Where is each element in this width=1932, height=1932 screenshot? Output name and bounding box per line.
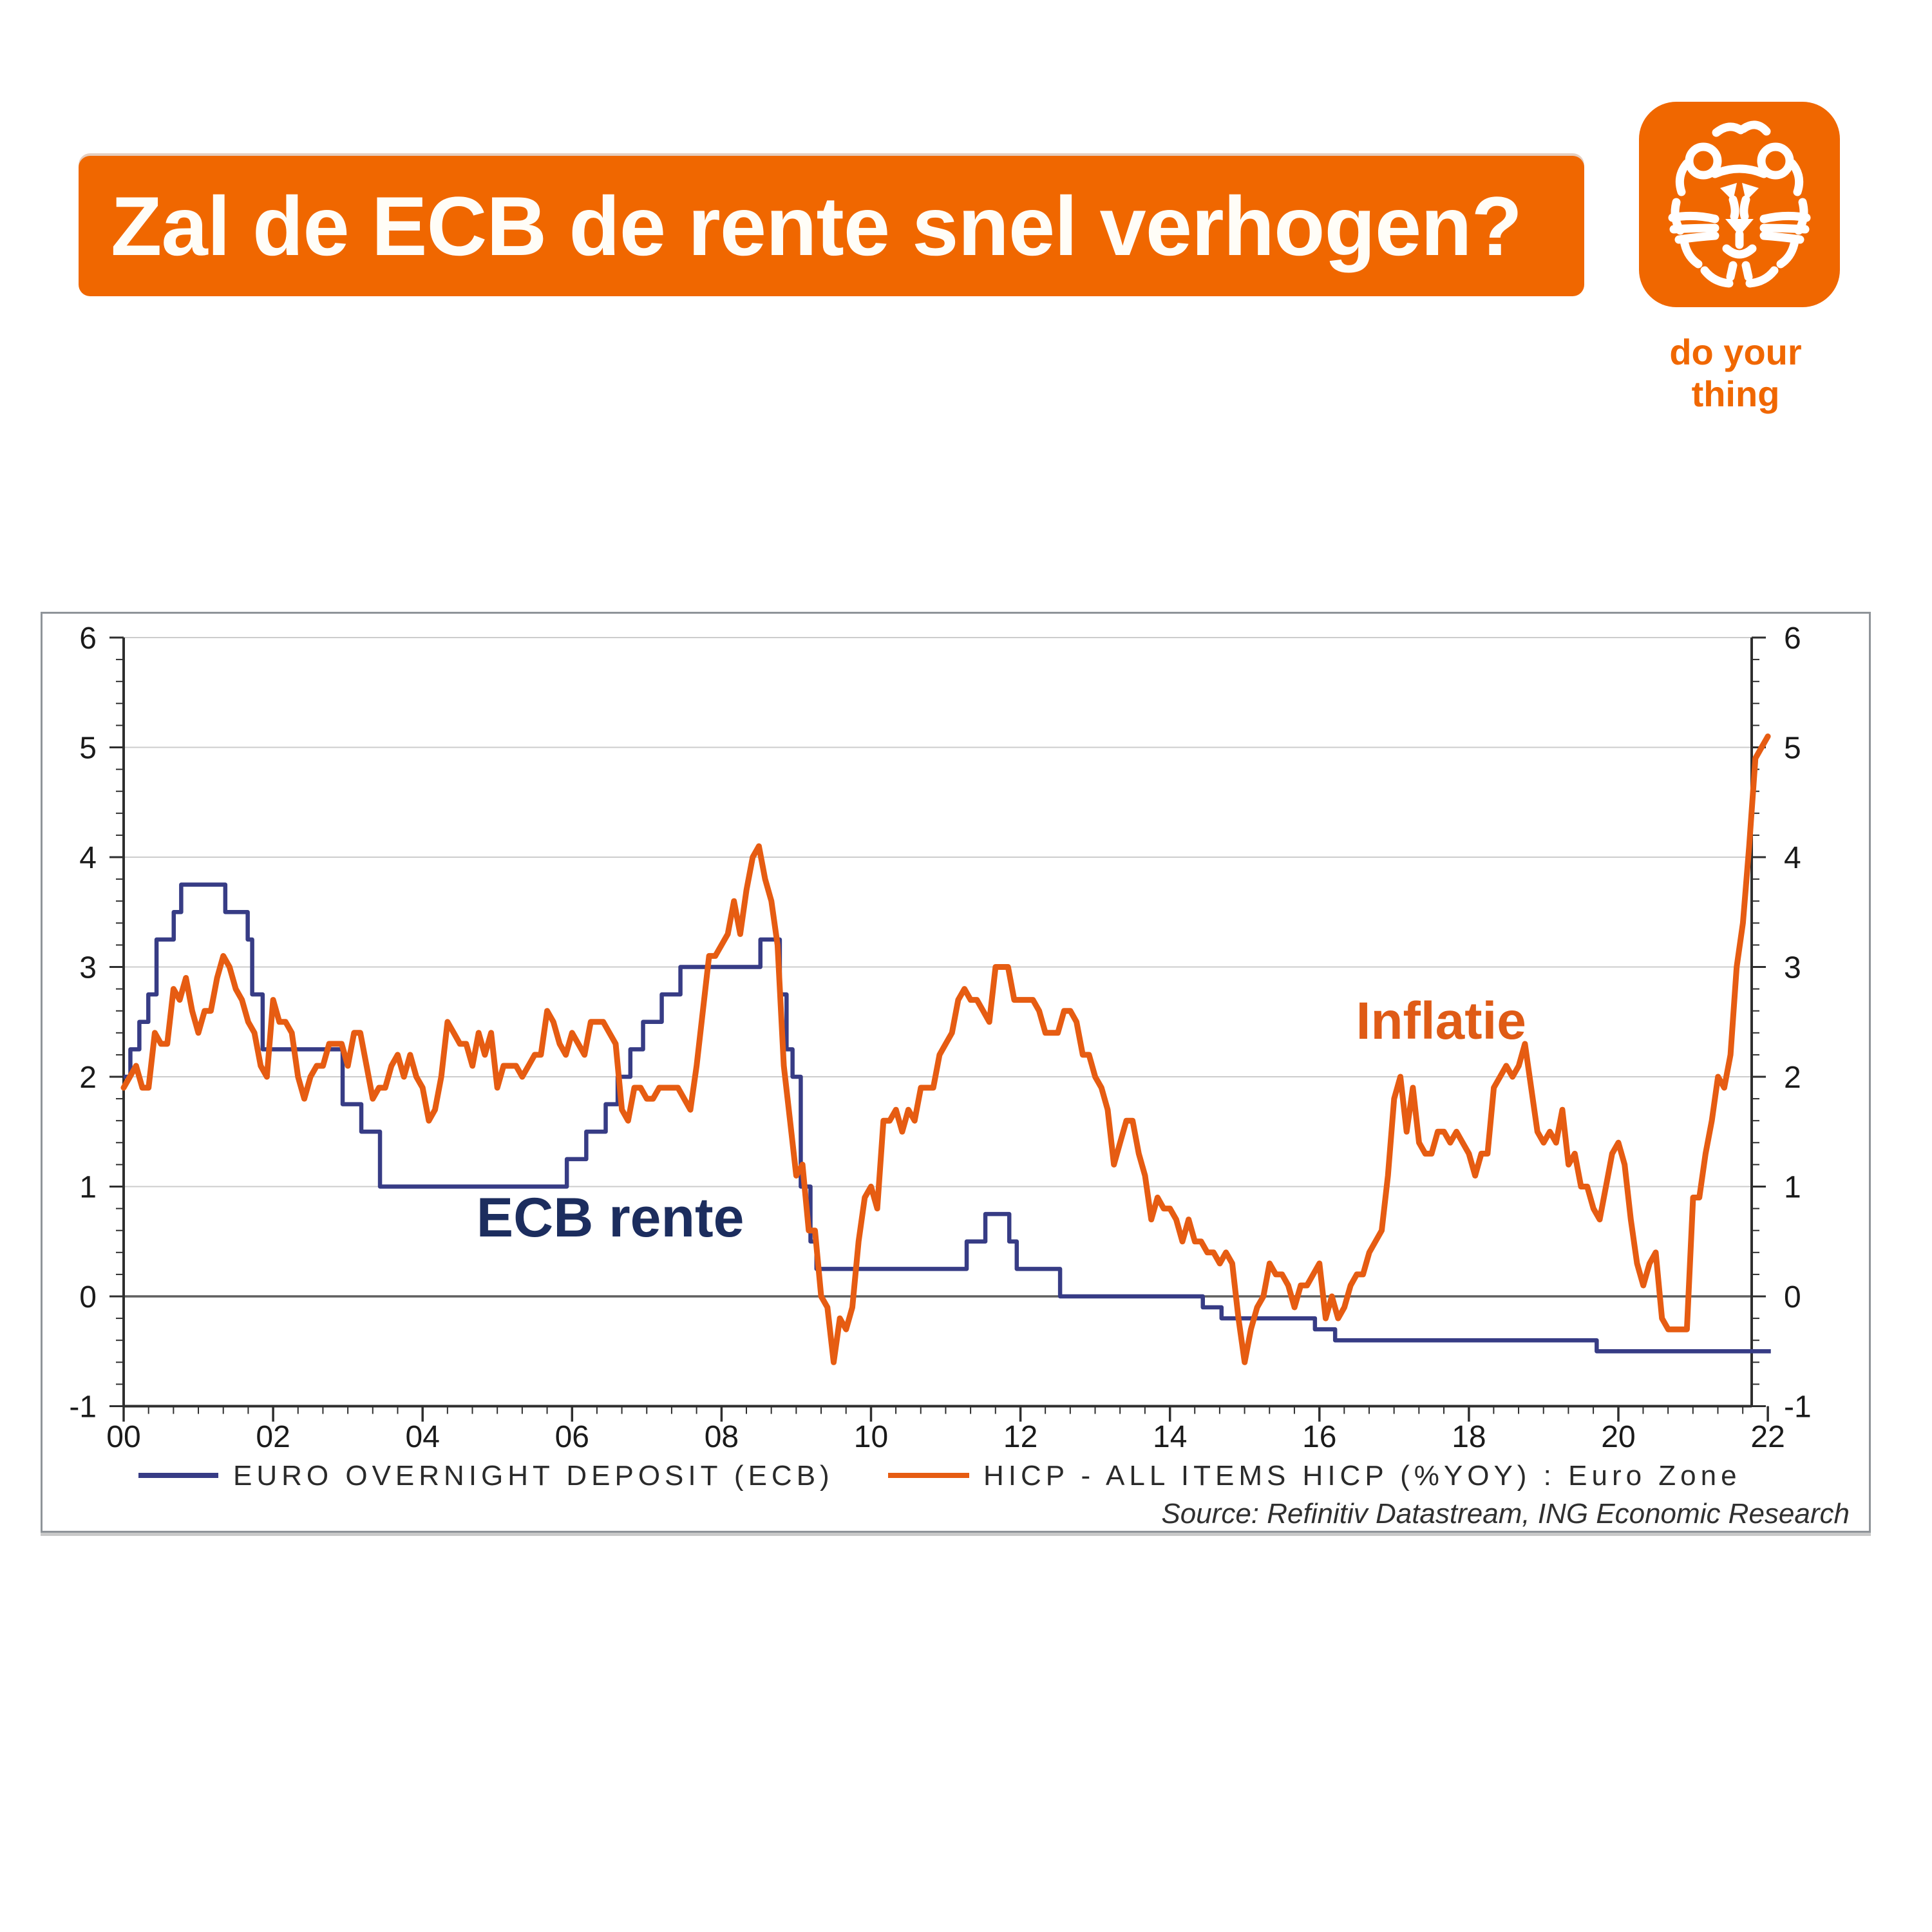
y-axis-label-left: 1	[79, 1171, 97, 1205]
chart-card: -1 -1 0 0 1 1 2 2 3 3 4 4 5 5 6 6 00 02 04 06 08 10 12 14 16 18 20…	[41, 612, 1871, 1533]
y-axis-label-right: 0	[1784, 1280, 1801, 1314]
x-axis-label: 04	[406, 1420, 440, 1454]
x-axis-label: 08	[705, 1420, 739, 1454]
annotation-ecb-rente: ECB rente	[477, 1187, 744, 1249]
y-axis-label-right: 2	[1784, 1061, 1801, 1095]
ing-tagline: do your thing	[1669, 332, 1802, 414]
y-axis-label-right: 1	[1784, 1171, 1801, 1205]
ing-lion-logo	[1639, 102, 1840, 307]
y-axis-label-right: 4	[1784, 841, 1801, 875]
x-axis-label: 22	[1750, 1420, 1785, 1454]
y-axis-label-right: 3	[1784, 951, 1801, 985]
x-axis-label: 20	[1601, 1420, 1635, 1454]
annotation-inflatie: Inflatie	[1356, 992, 1526, 1050]
legend-label-hicp: HICP - ALL ITEMS HICP (%YOY) : Euro Zone	[983, 1460, 1741, 1492]
x-axis-label: 00	[106, 1420, 140, 1454]
y-axis-label-left: 2	[79, 1061, 97, 1095]
lion-icon	[1668, 120, 1811, 288]
x-axis-label: 12	[1003, 1420, 1037, 1454]
x-axis-label: 18	[1452, 1420, 1486, 1454]
y-axis-label-left: -1	[69, 1390, 97, 1425]
title-banner: Zal de ECB de rente snel verhogen?	[79, 156, 1584, 296]
hicp-inflation-line	[120, 734, 1771, 1365]
y-axis-label-left: 0	[79, 1280, 97, 1314]
ecb-rate-line	[124, 882, 1771, 1354]
x-axis-label: 16	[1302, 1420, 1336, 1454]
legend-label-ecb: EURO OVERNIGHT DEPOSIT (ECB)	[233, 1460, 834, 1492]
chart-svg: -1 -10 01 12 23 34 45 56 600 02 04 06 08 10 12 14 16 18 20…	[69, 621, 1850, 1530]
y-axis-label-left: 6	[79, 621, 97, 656]
y-axis-label-left: 5	[79, 732, 97, 766]
y-axis-label-left: 3	[79, 951, 97, 985]
y-axis-label-right: -1	[1784, 1390, 1812, 1425]
x-axis-label: 02	[256, 1420, 290, 1454]
source-text: Source: Refinitiv Datastream, ING Econom…	[1161, 1498, 1850, 1530]
page-title: Zal de ECB de rente snel verhogen?	[111, 179, 1522, 273]
y-axis-label-right: 6	[1784, 621, 1801, 656]
x-axis-label: 10	[854, 1420, 888, 1454]
y-axis-label-right: 5	[1784, 732, 1801, 766]
x-axis-label: 14	[1153, 1420, 1187, 1454]
x-axis-label: 06	[555, 1420, 589, 1454]
y-axis-label-left: 4	[79, 841, 97, 875]
